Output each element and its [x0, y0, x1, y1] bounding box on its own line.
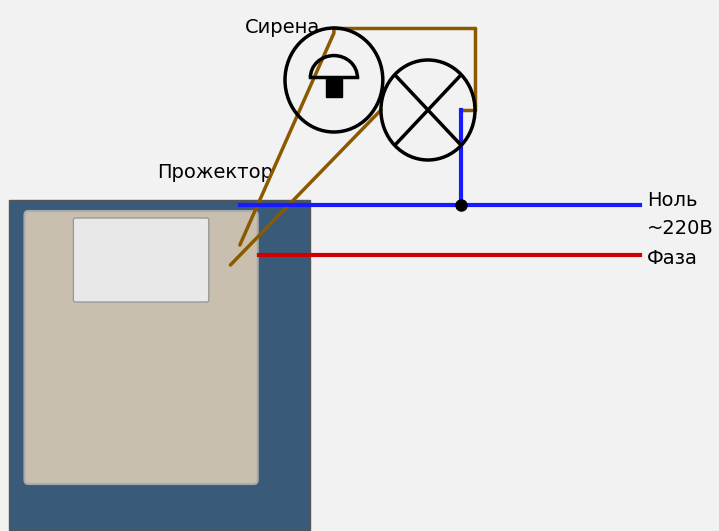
- FancyBboxPatch shape: [24, 211, 257, 484]
- Text: Ноль: Ноль: [647, 191, 697, 210]
- Text: Прожектор: Прожектор: [157, 163, 273, 182]
- Text: ~220В: ~220В: [647, 218, 714, 237]
- Text: Фаза: Фаза: [647, 249, 698, 268]
- FancyBboxPatch shape: [73, 218, 209, 302]
- Text: Сирена: Сирена: [244, 18, 320, 37]
- FancyBboxPatch shape: [326, 78, 342, 97]
- FancyBboxPatch shape: [9, 200, 311, 530]
